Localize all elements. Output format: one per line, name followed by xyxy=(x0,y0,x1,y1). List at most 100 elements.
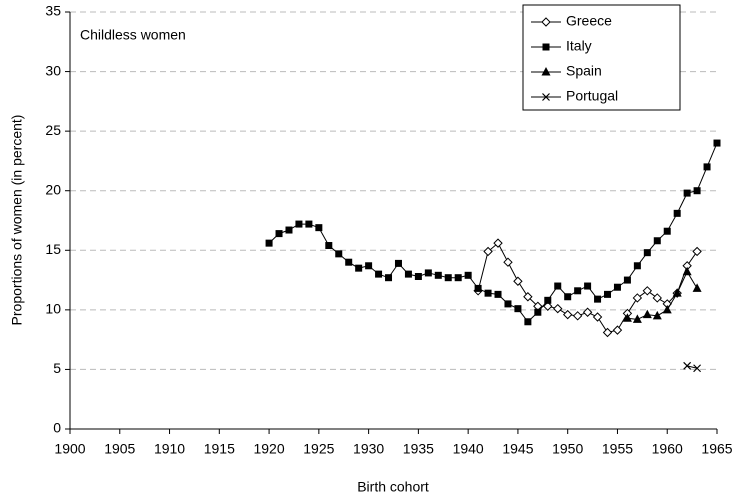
y-tick-label: 35 xyxy=(45,3,61,19)
point xyxy=(513,276,523,286)
point xyxy=(642,309,652,319)
y-tick-label: 15 xyxy=(45,241,61,257)
y-tick-label: 25 xyxy=(45,122,61,138)
point xyxy=(633,262,641,270)
legend-label: Greece xyxy=(566,13,612,29)
series-line xyxy=(687,365,698,369)
x-tick-label: 1955 xyxy=(602,441,633,457)
point xyxy=(692,246,702,257)
point xyxy=(534,308,542,316)
point xyxy=(572,311,583,321)
series-line xyxy=(268,142,718,323)
x-tick-label: 1940 xyxy=(453,441,484,457)
point xyxy=(613,283,621,291)
y-tick-label: 30 xyxy=(45,62,61,78)
x-tick-label: 1900 xyxy=(54,441,85,457)
x-tick-label: 1915 xyxy=(204,441,235,457)
point xyxy=(673,209,681,217)
point xyxy=(672,288,682,297)
point xyxy=(385,274,393,282)
point xyxy=(544,296,552,304)
point xyxy=(602,327,613,338)
y-tick-label: 5 xyxy=(53,360,61,376)
x-tick-label: 1945 xyxy=(502,441,533,457)
point xyxy=(562,309,573,320)
point xyxy=(622,313,632,322)
point xyxy=(434,271,442,279)
point xyxy=(713,139,721,147)
point xyxy=(564,293,572,301)
x-tick-label: 1920 xyxy=(253,441,284,457)
x-tick-label: 1925 xyxy=(303,441,334,457)
point xyxy=(315,224,323,232)
point xyxy=(404,270,412,278)
legend-label: Spain xyxy=(566,63,602,79)
legend-marker xyxy=(542,93,550,101)
point xyxy=(464,271,472,279)
point xyxy=(523,292,533,302)
y-tick-label: 20 xyxy=(45,181,61,197)
point xyxy=(612,325,623,335)
point xyxy=(574,287,582,295)
point xyxy=(632,314,642,323)
point xyxy=(345,258,353,266)
point xyxy=(703,163,711,171)
point xyxy=(682,266,692,276)
y-tick-label: 10 xyxy=(45,301,61,317)
point xyxy=(265,239,273,247)
point xyxy=(494,290,502,298)
point xyxy=(653,237,661,245)
x-tick-label: 1965 xyxy=(701,441,732,457)
point xyxy=(584,282,592,290)
point xyxy=(543,301,553,311)
point xyxy=(663,227,671,235)
legend-label: Italy xyxy=(566,38,592,54)
point xyxy=(553,303,563,314)
x-tick-label: 1935 xyxy=(403,441,434,457)
point xyxy=(504,300,512,308)
point xyxy=(683,361,692,370)
point xyxy=(592,312,603,322)
x-tick-label: 1905 xyxy=(104,441,135,457)
point xyxy=(295,220,303,228)
point xyxy=(623,276,631,284)
point xyxy=(642,286,653,296)
point xyxy=(524,318,532,326)
point xyxy=(424,269,432,277)
point xyxy=(643,249,651,257)
point xyxy=(514,305,522,313)
point xyxy=(483,246,493,257)
point xyxy=(692,283,702,292)
point xyxy=(652,310,662,320)
point xyxy=(594,295,602,303)
x-tick-label: 1960 xyxy=(652,441,683,457)
point xyxy=(683,189,691,197)
point xyxy=(335,250,343,258)
x-tick-label: 1950 xyxy=(552,441,583,457)
legend-marker xyxy=(541,17,551,27)
point xyxy=(503,257,513,267)
point xyxy=(454,274,462,282)
x-axis-label: Birth cohort xyxy=(357,479,429,495)
x-tick-label: 1930 xyxy=(353,441,384,457)
point xyxy=(632,293,643,303)
point xyxy=(394,259,402,267)
point xyxy=(604,290,612,298)
point xyxy=(325,242,333,250)
y-axis-label: Proportions of women (in percent) xyxy=(9,115,25,326)
point xyxy=(662,304,672,314)
point xyxy=(375,270,383,278)
point xyxy=(414,272,422,280)
point xyxy=(305,220,313,228)
point xyxy=(365,262,373,270)
point xyxy=(474,284,482,292)
legend-marker xyxy=(542,43,550,51)
point xyxy=(693,187,701,195)
legend-label: Portugal xyxy=(566,88,618,104)
point xyxy=(444,274,452,282)
x-tick-label: 1910 xyxy=(154,441,185,457)
point xyxy=(693,364,702,373)
y-tick-label: 0 xyxy=(53,420,61,436)
legend-marker xyxy=(541,67,551,76)
